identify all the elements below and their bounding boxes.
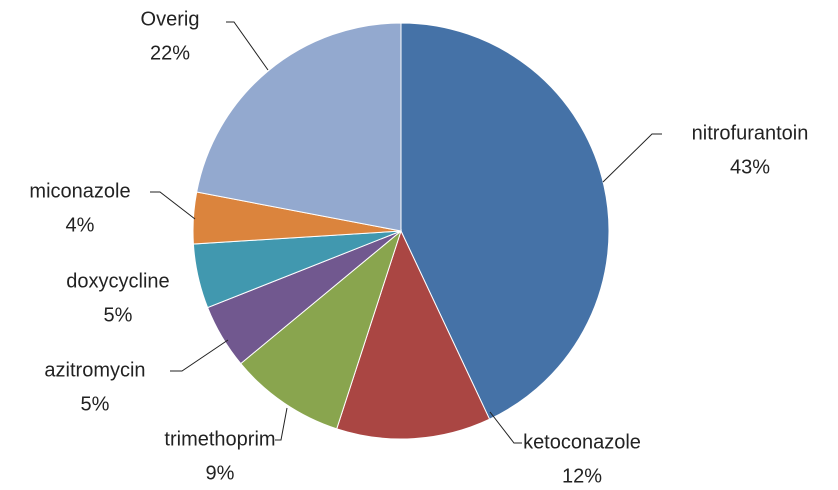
- leader-line: [602, 133, 662, 183]
- slice-label: Overig: [141, 8, 200, 30]
- pie-slice: [240, 229, 403, 430]
- slice-label: ketoconazole: [523, 431, 641, 453]
- pie-slice: [400, 22, 610, 420]
- leader-line: [226, 21, 269, 71]
- slice-label: trimethoprim: [164, 428, 275, 450]
- slice-label: azitromycin: [44, 359, 145, 381]
- leader-line: [275, 407, 288, 441]
- leader-line: [489, 411, 522, 444]
- value-label: 22%: [150, 42, 190, 64]
- value-label: 43%: [730, 156, 770, 178]
- slice-label: doxycycline: [66, 270, 169, 292]
- pie-slice: [196, 22, 402, 232]
- value-label: 5%: [81, 393, 110, 415]
- leader-line: [170, 339, 229, 372]
- value-label: 9%: [206, 462, 235, 484]
- slice-label: nitrofurantoin: [692, 122, 809, 144]
- pie-slice: [336, 229, 491, 440]
- value-label: 4%: [66, 214, 95, 236]
- slice-label: miconazole: [29, 180, 130, 202]
- leader-line: [150, 191, 196, 220]
- value-label: 5%: [104, 304, 133, 326]
- value-label: 12%: [562, 465, 602, 487]
